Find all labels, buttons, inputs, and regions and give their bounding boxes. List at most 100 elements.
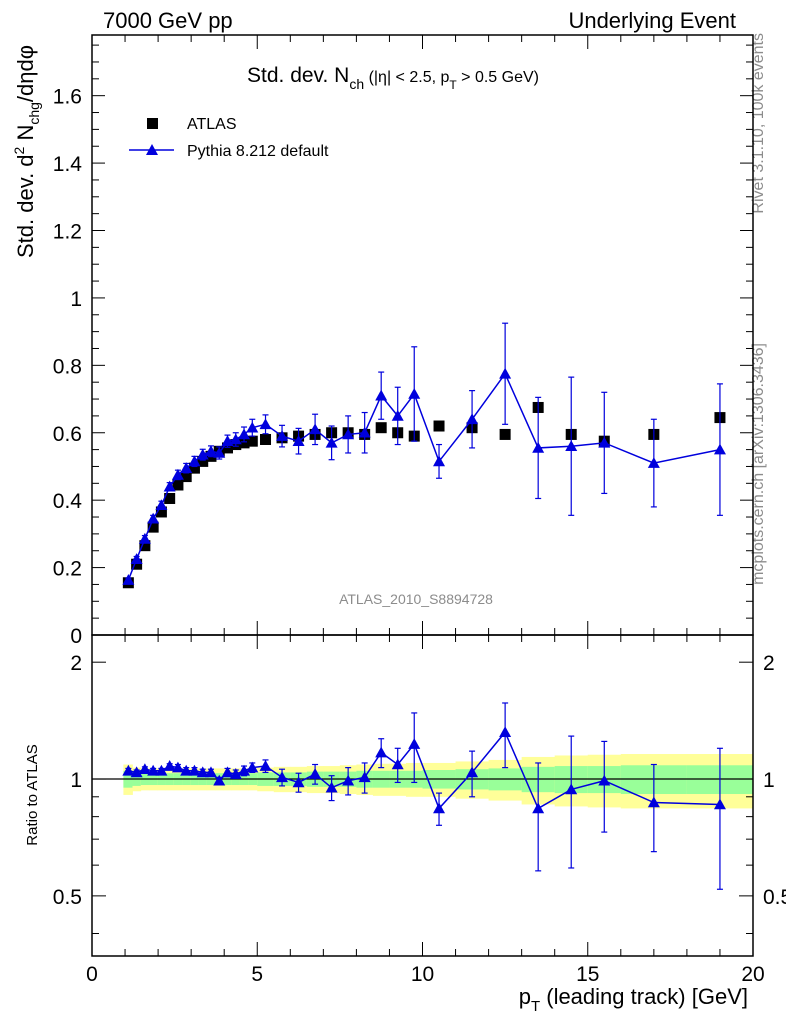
atlas-point [180,471,192,483]
ratio-x-tick-label: 5 [251,963,263,986]
main-title: Std. dev. Nch (|η| < 2.5, pT > 0.5 GeV) [247,64,539,92]
rivet-label: Rivet 3.1.10, 100k events [750,33,767,214]
ratio-point [391,758,404,770]
pythia-point [204,445,217,457]
main-y-ticks [92,44,753,636]
ratio-point [196,766,209,778]
ratio-point [213,774,226,786]
ratio-point [138,763,151,775]
pythia-point [155,499,168,511]
main-y-tick-label: 1.4 [53,153,83,176]
pythia-point [138,532,151,544]
atlas-point [246,435,258,447]
main-y-tick-label: 0.6 [53,423,82,446]
legend-pythia-label: Pythia 8.212 default [187,143,329,160]
atlas-point [197,455,209,467]
ratio-x-tick-label: 20 [741,963,764,986]
ratio-point [171,761,184,773]
pythia-point [292,435,305,446]
ratio-point [180,764,193,776]
ratio-point [276,771,289,783]
pythia-point [325,436,338,448]
ratio-point [292,776,305,788]
main-title-text: Std. dev. N [247,64,349,87]
pythia-point [375,389,388,401]
main-y-tick-label: 0.8 [53,355,82,378]
ratio-x-tick-label: 0 [86,963,98,986]
x-label-sub: T [531,998,540,1015]
ratio-point [122,764,135,776]
mcplots-label: mcplots.cern.ch [arXiv:1306.3436] [750,343,767,585]
atlas-point [131,558,143,570]
analysis-watermark: ATLAS_2010_S8894728 [339,591,493,607]
ratio-point [325,781,338,793]
atlas-point [260,433,272,445]
ratio-point [309,768,322,779]
ratio-y-ticks [92,661,753,934]
atlas-point [147,521,159,533]
pythia-point [532,441,545,453]
pythia-line [127,372,721,581]
ratio-point [229,768,242,779]
pythia-point [499,367,512,379]
ratio-point [532,802,545,814]
ratio-point [204,766,217,778]
pythia-point [433,455,446,467]
ratio-y-tick-label: 1 [70,769,82,792]
atlas-point [188,462,200,474]
pythia-point [213,446,226,458]
main-y-tick-label: 1.6 [53,86,82,109]
x-label-a: p [519,984,531,1009]
ratio-y-tick-label: 2 [70,652,82,675]
main-y-label-sub: chg [26,102,42,125]
main-data-layer [122,322,726,589]
ratio-x-tick-label: 10 [411,963,434,986]
legend-atlas-label: ATLAS [187,116,237,133]
atlas-point [499,428,511,440]
ratio-point [375,746,388,758]
ratio-y-tick-label-right: 1 [763,769,775,792]
ratio-point [598,774,611,786]
ratio-point [358,771,371,783]
pythia-point [391,409,404,421]
atlas-point [222,442,234,454]
ratio-point [188,764,201,776]
main-title-sub2: T [449,78,457,92]
ratio-point [130,766,143,778]
main-y-tick-labels: 0 0.2 0.4 0.6 0.8 1 1.2 1.4 1.6 [53,86,83,648]
ratio-y-label: Ratio to ATLAS [24,744,41,845]
main-title-rest1: (|η| < 2.5, p [364,69,449,86]
header-right: Underlying Event [568,8,736,33]
ratio-y-tick-labels: 0.5 0.5 1 1 2 2 [53,652,786,909]
ratio-point [221,766,234,778]
pythia-point [229,433,242,445]
atlas-point [155,506,167,518]
pythia-point [130,553,143,564]
main-y-tick-label: 0.2 [53,558,82,581]
ratio-point [163,760,176,771]
pythia-point [180,462,193,473]
main-y-label-b: N [13,125,38,147]
ratio-x-tick-label: 15 [576,963,599,986]
ratio-data-layer [122,702,726,890]
ratio-point [408,738,421,749]
atlas-point [433,420,445,432]
pythia-point [246,421,259,433]
pythia-point [122,574,135,585]
ratio-x-label: pT (leading track) [GeV] [519,984,748,1015]
main-y-tick-label: 1.2 [53,221,82,244]
ratio-point [433,802,446,814]
pythia-point [647,457,660,468]
pythia-point [238,428,251,440]
pythia-point [259,418,272,430]
ratio-y-tick-label-right: 0.5 [763,886,786,909]
ratio-point [647,796,660,808]
atlas-point [172,479,184,491]
pythia-point [309,423,322,435]
ratio-point [155,764,168,776]
ratio-point [499,726,512,738]
ratio-point [342,774,355,786]
ratio-point [713,798,726,810]
pythia-point [342,428,355,440]
